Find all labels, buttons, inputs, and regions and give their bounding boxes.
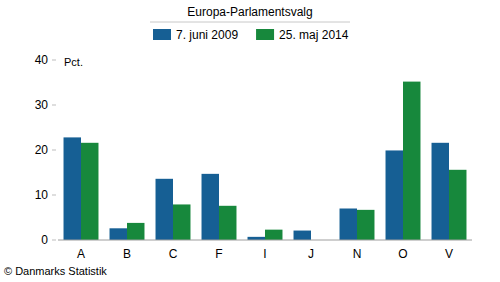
bar (265, 230, 282, 240)
chart: Europa-Parlamentsvalg 7. juni 2009 25. maj… (0, 0, 500, 282)
bar (202, 174, 219, 240)
y-tick (52, 60, 56, 61)
y-tick (52, 105, 56, 106)
x-tick-label: N (353, 247, 362, 261)
bar (403, 82, 420, 240)
legend-label: 25. maj 2014 (279, 28, 349, 42)
bar (357, 210, 374, 240)
legend-label: 7. juni 2009 (176, 28, 238, 42)
x-tick-label: V (445, 247, 453, 261)
x-tick-label: A (77, 247, 85, 261)
bar (219, 206, 236, 240)
y-tick-label: 0 (41, 233, 48, 247)
y-tick (52, 240, 56, 241)
x-axis (58, 240, 472, 241)
bar (173, 204, 190, 240)
x-tick-label: J (308, 247, 314, 261)
x-tick-label: O (398, 247, 407, 261)
bar (81, 143, 98, 240)
x-tick-label: C (169, 247, 178, 261)
annotation: © Danmarks Statistik (4, 265, 107, 277)
bar (110, 228, 127, 240)
y-tick-label: 40 (35, 53, 49, 67)
bars (64, 82, 467, 240)
y-tick (52, 195, 56, 196)
bar (294, 231, 311, 240)
y-tick-label: 20 (35, 143, 49, 157)
y-tick-label: 10 (35, 188, 49, 202)
x-tick-label: I (263, 247, 266, 261)
bar (386, 150, 403, 240)
x-tick-label: F (215, 247, 222, 261)
legend-swatch (256, 29, 274, 40)
legend: 7. juni 2009 25. maj 2014 (153, 28, 349, 42)
title: Europa-Parlamentsvalg (187, 5, 312, 19)
bar (340, 209, 357, 241)
legend-swatch (153, 29, 171, 40)
bar (127, 223, 144, 240)
bar (449, 170, 466, 240)
bar (156, 179, 173, 240)
y-tick-label: 30 (35, 98, 49, 112)
bar (432, 143, 449, 240)
y-tick (52, 150, 56, 151)
title-rule (150, 22, 350, 23)
x-tick-label: B (123, 247, 131, 261)
y-axis-label: Pct. (64, 56, 83, 68)
bar (64, 137, 81, 240)
